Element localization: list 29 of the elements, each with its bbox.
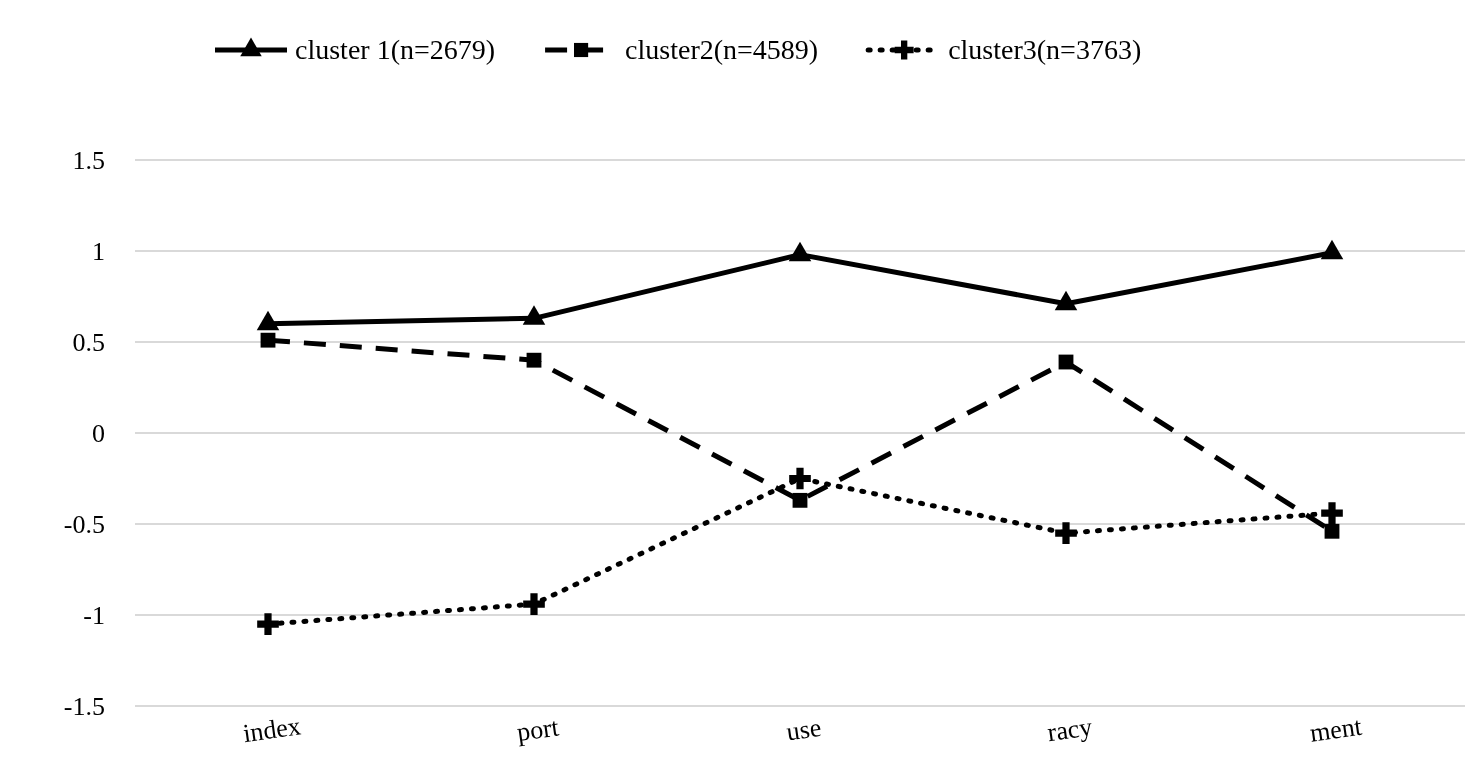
point (788, 241, 812, 262)
y-tick-label: -1.5 (63, 691, 105, 721)
x-tick-label: racy (1045, 712, 1095, 748)
point (522, 305, 546, 325)
point (1055, 522, 1077, 544)
point (1321, 502, 1343, 524)
point (257, 613, 279, 635)
legend-label: cluster2(n=4589) (625, 34, 819, 65)
point (526, 352, 542, 368)
point (256, 310, 280, 331)
point (789, 467, 811, 490)
legend-label: cluster3(n=3763) (948, 34, 1142, 65)
y-tick-label: -1 (83, 600, 105, 630)
x-tick-label: ment (1308, 711, 1365, 748)
x-tick-label: index (241, 711, 303, 749)
y-tick-label: -0.5 (63, 509, 105, 539)
y-tick-label: 1 (92, 236, 105, 266)
point (792, 492, 808, 508)
y-tick-label: 0 (92, 418, 105, 448)
x-tick-label: use (784, 712, 824, 747)
point (523, 593, 545, 615)
x-tick-label: port (515, 712, 562, 747)
point (1054, 290, 1078, 311)
y-tick-label: 1.5 (72, 145, 105, 175)
y-tick-label: 0.5 (72, 327, 105, 357)
point (260, 332, 276, 348)
point (1324, 523, 1340, 539)
point (1320, 239, 1344, 260)
legend-label: cluster 1(n=2679) (295, 34, 496, 65)
